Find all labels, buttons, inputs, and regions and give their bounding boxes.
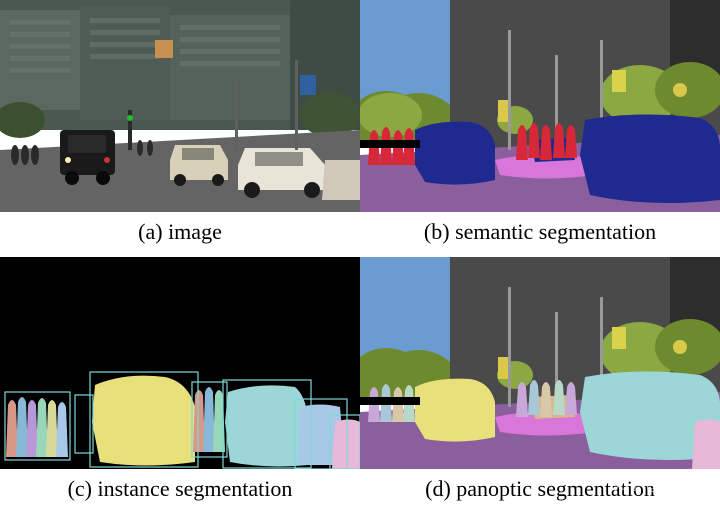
panel-b-semantic [360, 0, 720, 212]
caption-d: (d) panoptic segmentation [360, 470, 720, 512]
panel-d-panoptic [360, 257, 720, 469]
panel-a-image [0, 0, 360, 212]
caption-c: (c) instance segmentation [0, 470, 360, 512]
caption-a: (a) image [0, 213, 360, 255]
caption-b: (b) semantic segmentation [360, 213, 720, 255]
panel-c-instance [0, 257, 360, 469]
